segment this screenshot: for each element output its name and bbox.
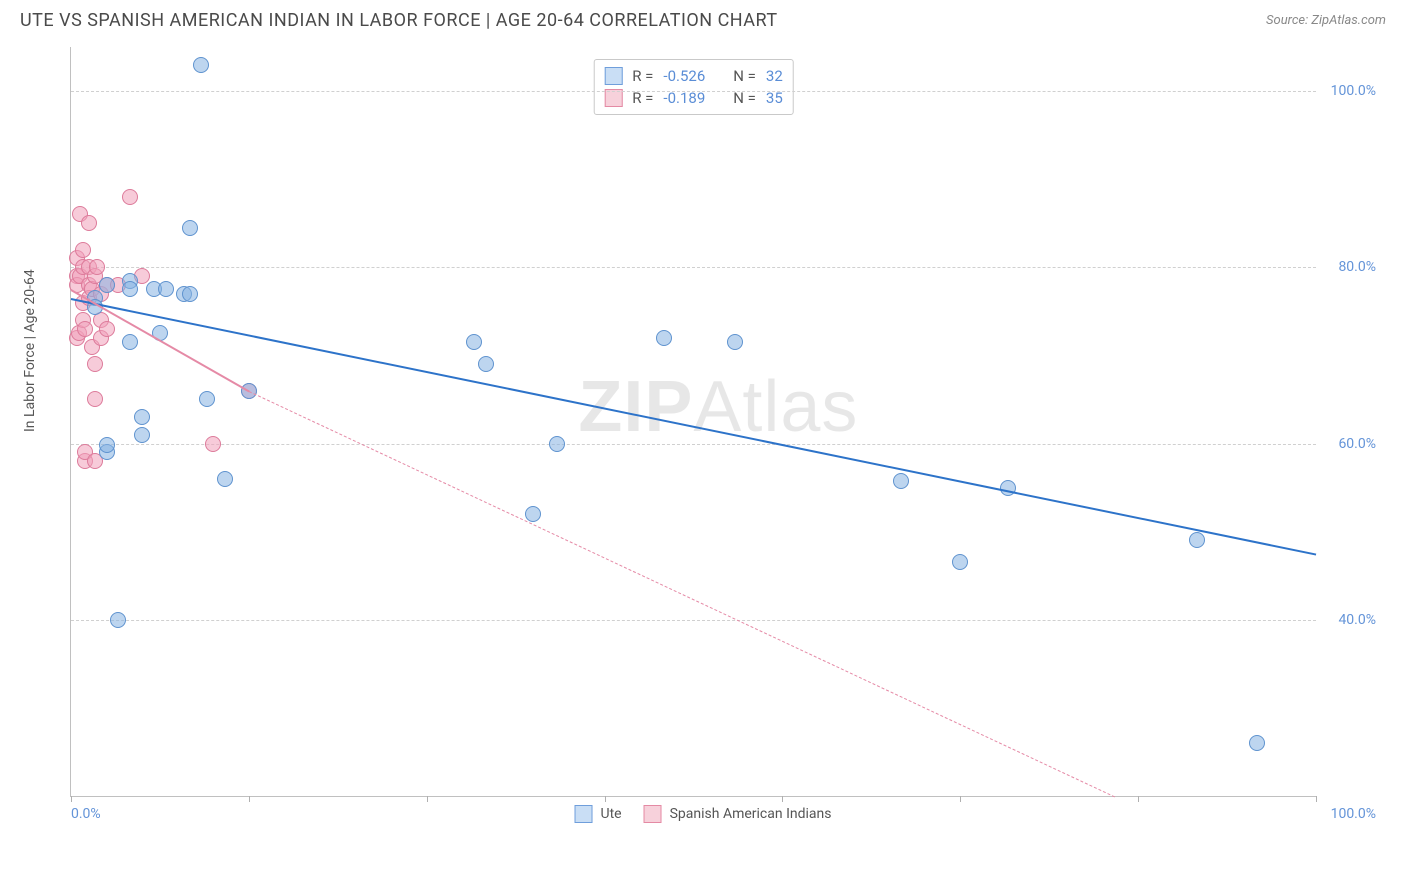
scatter-point-spanish: [122, 189, 138, 205]
scatter-point-ute: [158, 281, 174, 297]
scatter-point-ute: [893, 473, 909, 489]
scatter-point-spanish: [99, 321, 115, 337]
legend-item-spanish: Spanish American Indians: [644, 805, 832, 823]
gridline: [71, 444, 1316, 445]
scatter-point-ute: [110, 612, 126, 628]
scatter-point-ute: [727, 334, 743, 350]
x-tick: [960, 796, 961, 802]
scatter-point-spanish: [81, 215, 97, 231]
bottom-legend: Ute Spanish American Indians: [575, 805, 832, 823]
gridline: [71, 620, 1316, 621]
scatter-point-ute: [1249, 735, 1265, 751]
scatter-point-ute: [952, 554, 968, 570]
x-tick: [249, 796, 250, 802]
source-label: Source: ZipAtlas.com: [1266, 13, 1386, 28]
scatter-point-ute: [134, 427, 150, 443]
scatter-point-ute: [122, 334, 138, 350]
trendline-ute: [71, 298, 1316, 555]
gridline: [71, 267, 1316, 268]
scatter-point-ute: [182, 220, 198, 236]
y-axis-label: In Labor Force | Age 20-64: [22, 269, 38, 432]
scatter-point-ute: [99, 277, 115, 293]
scatter-point-ute: [525, 506, 541, 522]
legend-label: Spanish American Indians: [670, 806, 832, 822]
scatter-point-spanish: [87, 356, 103, 372]
scatter-point-ute: [466, 334, 482, 350]
x-tick-label-left: 0.0%: [71, 806, 101, 822]
r-label: R =: [632, 65, 653, 87]
scatter-point-ute: [656, 330, 672, 346]
scatter-point-ute: [99, 437, 115, 453]
watermark: ZIPAtlas: [578, 366, 858, 448]
x-tick: [782, 796, 783, 802]
x-tick: [605, 796, 606, 802]
gridline: [71, 91, 1316, 92]
x-tick: [1138, 796, 1139, 802]
scatter-point-ute: [134, 409, 150, 425]
scatter-point-ute: [199, 391, 215, 407]
x-tick: [1316, 796, 1317, 802]
stats-row-ute: R = -0.526 N = 32: [604, 65, 783, 87]
n-label: N =: [733, 65, 756, 87]
scatter-point-ute: [1189, 532, 1205, 548]
trendline-spanish-dashed: [249, 391, 1115, 797]
y-tick-label: 80.0%: [1321, 259, 1376, 275]
y-tick-label: 40.0%: [1321, 612, 1376, 628]
y-tick-label: 60.0%: [1321, 436, 1376, 452]
scatter-point-ute: [182, 286, 198, 302]
legend-swatch-ute: [575, 805, 593, 823]
scatter-point-spanish: [205, 436, 221, 452]
legend-label: Ute: [601, 806, 622, 822]
y-tick-label: 100.0%: [1321, 83, 1376, 99]
n-value: 32: [766, 65, 783, 87]
scatter-point-ute: [193, 57, 209, 73]
scatter-point-ute: [478, 356, 494, 372]
scatter-point-spanish: [77, 321, 93, 337]
chart-title: UTE VS SPANISH AMERICAN INDIAN IN LABOR …: [20, 10, 778, 31]
x-tick: [71, 796, 72, 802]
chart-area: In Labor Force | Age 20-64 ZIPAtlas R = …: [20, 37, 1386, 827]
r-value: -0.526: [663, 65, 705, 87]
scatter-point-ute: [549, 436, 565, 452]
x-tick: [427, 796, 428, 802]
legend-item-ute: Ute: [575, 805, 622, 823]
plot-region: ZIPAtlas R = -0.526 N = 32 R = -0.189 N …: [70, 47, 1316, 797]
scatter-point-ute: [122, 281, 138, 297]
x-tick-label-right: 100.0%: [1331, 806, 1376, 822]
scatter-point-ute: [217, 471, 233, 487]
scatter-point-spanish: [87, 391, 103, 407]
stats-box: R = -0.526 N = 32 R = -0.189 N = 35: [593, 59, 794, 115]
scatter-point-spanish: [89, 259, 105, 275]
swatch-ute: [604, 67, 622, 85]
scatter-point-spanish: [75, 242, 91, 258]
legend-swatch-spanish: [644, 805, 662, 823]
